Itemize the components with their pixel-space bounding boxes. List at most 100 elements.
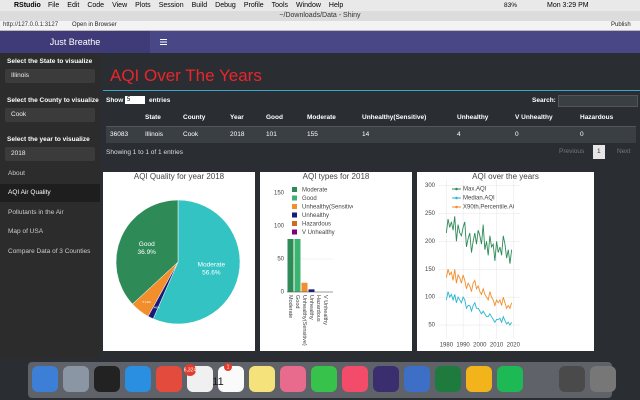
dock-icon[interactable] (94, 366, 120, 392)
y-tick-label: 300 (425, 183, 436, 189)
table-header-bg (106, 110, 636, 127)
select-box[interactable]: Cook (5, 108, 95, 122)
table-cell: Illinois (145, 131, 164, 138)
menu-item[interactable]: Plots (135, 2, 151, 9)
chart-panel (417, 172, 594, 351)
menubar (0, 0, 640, 11)
show-label: Show (106, 97, 124, 104)
chart-title: AQI over the years (472, 172, 539, 181)
column-header[interactable]: State (145, 114, 161, 121)
dock-icon[interactable] (311, 366, 337, 392)
table-cell: 14 (362, 131, 370, 138)
dock-icon[interactable] (249, 366, 275, 392)
column-header[interactable]: Unhealthy (457, 114, 489, 121)
menu-item[interactable]: Help (328, 2, 344, 9)
window-titlebar (0, 11, 640, 21)
search-label: Search: (532, 97, 556, 104)
nav-item[interactable]: AQI Air Quality (0, 184, 100, 202)
nav-item[interactable]: Map of USA (8, 228, 44, 235)
menu-item[interactable]: Debug (215, 2, 236, 9)
bar (287, 189, 294, 292)
bar (294, 225, 301, 292)
column-header[interactable]: Year (230, 114, 244, 121)
table-row (106, 127, 636, 143)
nav-item[interactable]: About (8, 170, 25, 177)
dock-icon[interactable] (404, 366, 430, 392)
legend-swatch (292, 229, 297, 235)
column-header[interactable]: County (183, 114, 206, 121)
sidebar-toggle[interactable] (160, 38, 168, 46)
battery: 83% (504, 2, 518, 9)
publish[interactable]: Publish (611, 22, 631, 28)
dock-icon[interactable] (32, 366, 58, 392)
series-line (445, 269, 513, 310)
select-box[interactable]: Illinois (5, 69, 95, 83)
column-header[interactable]: Moderate (307, 114, 336, 121)
legend-swatch (292, 221, 297, 226)
menu-item[interactable]: Tools (271, 2, 288, 9)
y-tick-label: 0 (281, 290, 285, 296)
length-select[interactable]: 5 (125, 96, 145, 104)
nav-item[interactable]: Compare Data of 3 Counties (8, 248, 91, 255)
dock-icon[interactable] (497, 366, 523, 392)
dock-icon[interactable] (63, 366, 89, 392)
dock-icon[interactable] (466, 366, 492, 392)
x-tick-label: 1990 (456, 343, 470, 349)
page-button[interactable]: Next (617, 148, 631, 155)
page-button[interactable]: Previous (559, 148, 585, 155)
column-header[interactable]: Unhealthy(Sensitive) (362, 114, 427, 121)
slice-label: 36.9% (138, 249, 157, 256)
column-header[interactable]: Good (266, 114, 283, 121)
legend-label: X90th.Percentile.AQI (463, 205, 519, 211)
dock-icon[interactable] (218, 366, 244, 392)
charts: AQI Quality for year 2018Moderate56.6%1.… (103, 172, 594, 351)
legend-label: Unhealthy (302, 213, 329, 219)
menu-item[interactable]: Profile (243, 2, 264, 9)
y-tick-label: 100 (274, 224, 285, 230)
menu-item[interactable]: Build (191, 2, 208, 9)
data-table: State County Year Good Moderate Unhealthy(Sen… (106, 110, 636, 146)
select-box[interactable]: 2018 (5, 147, 95, 161)
dock-icon[interactable] (125, 366, 151, 392)
url: http://127.0.0.1:3127 (3, 22, 59, 28)
menu-item[interactable]: File (48, 2, 60, 9)
dock-icon[interactable] (280, 366, 306, 392)
y-tick-label: 100 (425, 295, 436, 301)
y-tick-label: 50 (428, 323, 435, 329)
menu-item[interactable]: Session (158, 2, 184, 9)
menu-item[interactable]: View (112, 2, 128, 9)
x-tick-label: Unhealthy (308, 295, 314, 320)
menu-item[interactable]: Code (87, 2, 105, 9)
table-cell: 155 (307, 131, 318, 138)
menu-item[interactable]: Window (296, 2, 321, 9)
pie-slice (115, 199, 179, 305)
nav-item[interactable]: Pollutants in the Air (8, 209, 64, 216)
legend-swatch (292, 195, 297, 201)
mail-badge: 6,324 (184, 367, 197, 373)
legend-label: Unhealthy(Sensitive) (302, 205, 357, 211)
x-tick-label: Unhealthy(Sensitive) (301, 295, 307, 346)
menu-item[interactable]: Edit (67, 2, 80, 9)
column-header[interactable]: V Unhealthy (515, 114, 553, 121)
chart-title: AQI types for 2018 (303, 172, 370, 181)
dock-icon[interactable] (559, 366, 585, 392)
search-input[interactable] (558, 95, 638, 107)
pie-slice (152, 199, 241, 325)
dock-icon[interactable] (342, 366, 368, 392)
open-in-browser[interactable]: Open in Browser (72, 22, 117, 28)
dock-icon[interactable] (435, 366, 461, 392)
dock-icon[interactable] (590, 366, 616, 392)
table-cell: 4 (457, 131, 461, 138)
legend-label: Max.AQI (463, 187, 487, 193)
dock-icon[interactable] (373, 366, 399, 392)
dock-icon[interactable] (156, 366, 182, 392)
table-cell: 2018 (230, 131, 245, 138)
badge (184, 364, 196, 376)
series-line (445, 216, 513, 264)
page-title: AQI Over The Years (110, 66, 262, 85)
page-button[interactable]: 1 (593, 145, 605, 159)
brand: Just Breathe (49, 37, 101, 47)
table-cell: 0 (515, 131, 519, 138)
column-header[interactable]: Hazardous (580, 114, 614, 121)
